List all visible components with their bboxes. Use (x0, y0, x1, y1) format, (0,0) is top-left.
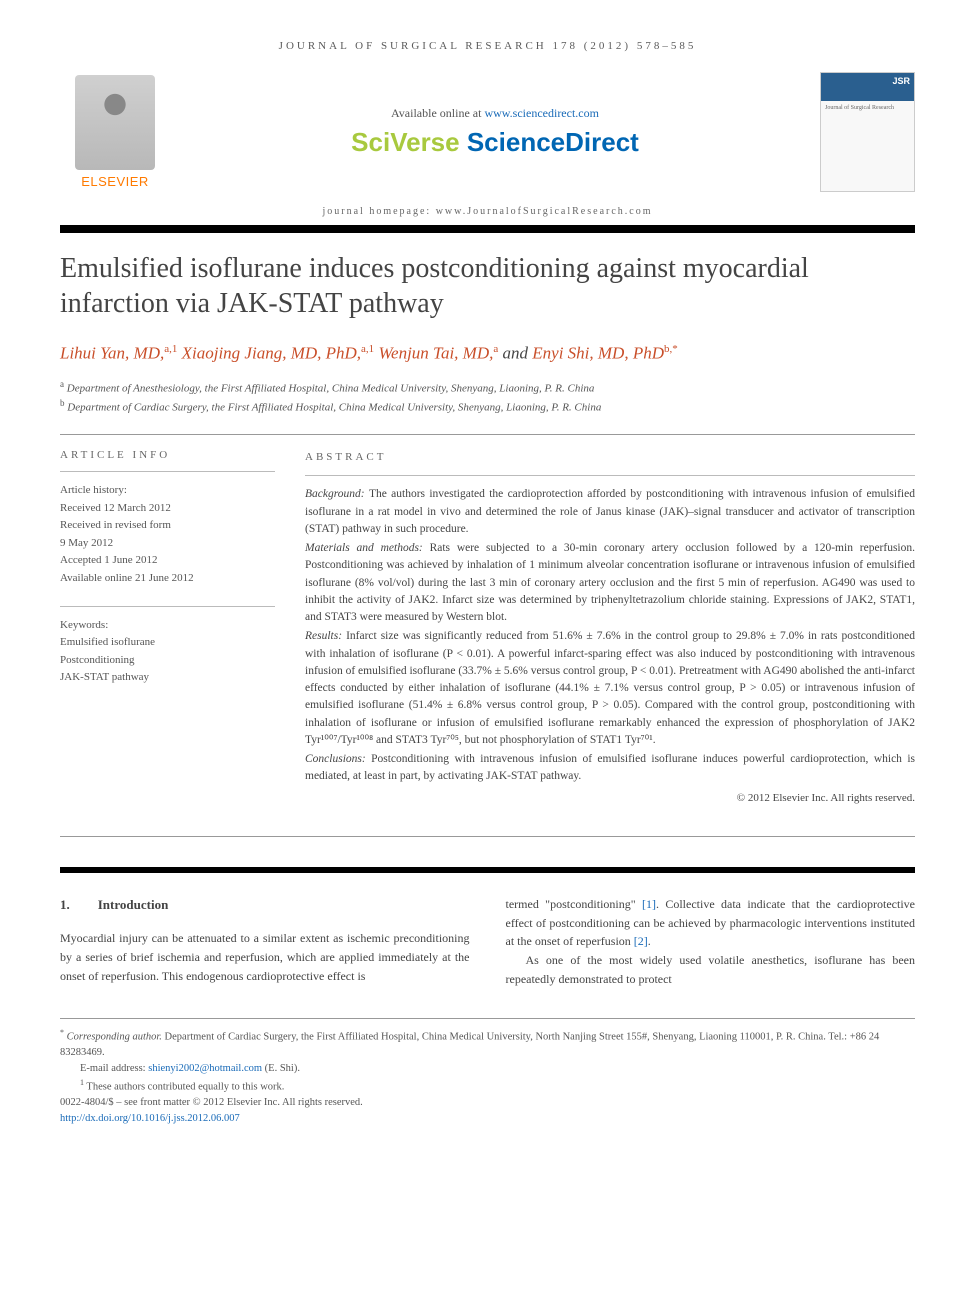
email-label: E-mail address: (80, 1063, 148, 1074)
divider-2 (60, 836, 915, 837)
bg-text: The authors investigated the cardioprote… (305, 488, 915, 535)
section-title: Introduction (98, 895, 169, 915)
abstract-heading: ABSTRACT (305, 449, 915, 466)
keywords-block: Keywords: Emulsified isoflurane Postcond… (60, 617, 275, 687)
footer-notes: * Corresponding author. Department of Ca… (60, 1018, 915, 1127)
keyword-1: Emulsified isoflurane (60, 634, 275, 652)
con-text: Postconditioning with intravenous infusi… (305, 753, 915, 782)
doi-link[interactable]: http://dx.doi.org/10.1016/j.jss.2012.06.… (60, 1113, 240, 1124)
article-title: Emulsified isoflurane induces postcondit… (60, 251, 915, 321)
revised-line2: 9 May 2012 (60, 535, 275, 553)
bg-label: Background: (305, 488, 369, 500)
email-suffix: (E. Shi). (262, 1063, 300, 1074)
author-4[interactable]: Enyi Shi, MD, PhD (532, 344, 664, 363)
banner-center: Available online at www.sciencedirect.co… (170, 106, 820, 158)
journal-cover-thumbnail: JSR Journal of Surgical Research (820, 72, 915, 192)
body-columns: 1. Introduction Myocardial injury can be… (60, 895, 915, 988)
ref-2[interactable]: [2] (634, 934, 648, 948)
keyword-3: JAK-STAT pathway (60, 669, 275, 687)
mm-label: Materials and methods: (305, 542, 430, 554)
body-right-column: termed "postconditioning" [1]. Collectiv… (506, 895, 916, 988)
abstract-results: Results: Infarct size was significantly … (305, 628, 915, 749)
received-date: Received 12 March 2012 (60, 500, 275, 518)
author-3-sup: a (493, 343, 498, 355)
author-list: Lihui Yan, MD,a,1 Xiaojing Jiang, MD, Ph… (60, 343, 915, 364)
section-1-heading: 1. Introduction (60, 895, 470, 915)
article-info-heading: ARTICLE INFO (60, 449, 275, 461)
r1a: termed "postconditioning" (506, 897, 642, 911)
homepage-url[interactable]: www.JournalofSurgicalResearch.com (436, 206, 653, 217)
email-link[interactable]: shienyi2002@hotmail.com (148, 1063, 262, 1074)
available-online-text: Available online at www.sciencedirect.co… (170, 106, 820, 121)
elsevier-label: ELSEVIER (81, 174, 149, 189)
affiliations: a Department of Anesthesiology, the Firs… (60, 378, 915, 416)
body-left-column: 1. Introduction Myocardial injury can be… (60, 895, 470, 988)
running-head: JOURNAL OF SURGICAL RESEARCH 178 (2012) … (60, 40, 915, 52)
article-history: Article history: Received 12 March 2012 … (60, 482, 275, 588)
email-line: E-mail address: shienyi2002@hotmail.com … (60, 1061, 915, 1077)
revised-line1: Received in revised form (60, 517, 275, 535)
con-label: Conclusions: (305, 753, 371, 765)
author-3[interactable]: Wenjun Tai, MD, (378, 344, 493, 363)
accepted-date: Accepted 1 June 2012 (60, 552, 275, 570)
sciverse-word2: ScienceDirect (467, 127, 639, 157)
corr-text: Department of Cardiac Surgery, the First… (60, 1032, 879, 1059)
affil-a: Department of Anesthesiology, the First … (64, 382, 594, 394)
author-2[interactable]: Xiaojing Jiang, MD, PhD, (182, 344, 361, 363)
sciverse-word1: SciVerse (351, 127, 467, 157)
author-4-sup: b,* (664, 343, 678, 355)
author-1[interactable]: Lihui Yan, MD, (60, 344, 164, 363)
homepage-prefix: journal homepage: (323, 206, 436, 217)
equal-contribution-note: 1 These authors contributed equally to t… (60, 1077, 915, 1095)
keyword-2: Postconditioning (60, 652, 275, 670)
divider (60, 434, 915, 435)
online-date: Available online 21 June 2012 (60, 570, 275, 588)
r1c: . (648, 934, 651, 948)
author-1-sup: a,1 (164, 343, 177, 355)
sciverse-logo: SciVerse ScienceDirect (170, 127, 820, 158)
author-2-sup: a,1 (361, 343, 374, 355)
abstract-rule (305, 475, 915, 476)
abstract-column: ABSTRACT Background: The authors investi… (305, 449, 915, 806)
publisher-banner: ELSEVIER Available online at www.science… (60, 72, 915, 192)
section-num: 1. (60, 895, 70, 915)
res-label: Results: (305, 630, 346, 642)
elsevier-logo-block: ELSEVIER (60, 75, 170, 189)
issn-line: 0022-4804/$ – see front matter © 2012 El… (60, 1095, 915, 1111)
affil-b: Department of Cardiac Surgery, the First… (65, 401, 602, 413)
elsevier-tree-icon (75, 75, 155, 170)
available-prefix: Available online at (391, 106, 484, 120)
info-rule-1 (60, 471, 275, 472)
author-and: and (503, 344, 533, 363)
cover-subtitle: Journal of Surgical Research (821, 101, 914, 115)
title-rule (60, 225, 915, 233)
cover-brand: JSR (821, 73, 914, 101)
body-rule (60, 867, 915, 873)
intro-para-right-2: As one of the most widely used volatile … (506, 951, 916, 988)
ref-1[interactable]: [1] (642, 897, 656, 911)
info-rule-2 (60, 606, 275, 607)
history-label: Article history: (60, 482, 275, 500)
keywords-label: Keywords: (60, 617, 275, 635)
corr-label: Corresponding author. (64, 1032, 165, 1043)
info-abstract-row: ARTICLE INFO Article history: Received 1… (60, 449, 915, 806)
intro-para-right-1: termed "postconditioning" [1]. Collectiv… (506, 895, 916, 951)
article-info-column: ARTICLE INFO Article history: Received 1… (60, 449, 275, 806)
mm-text: Rats were subjected to a 30-min coronary… (305, 542, 915, 623)
intro-para-left: Myocardial injury can be attenuated to a… (60, 929, 470, 985)
abstract-copyright: © 2012 Elsevier Inc. All rights reserved… (305, 790, 915, 807)
abstract-methods: Materials and methods: Rats were subject… (305, 540, 915, 626)
note1-text: These authors contributed equally to thi… (84, 1081, 284, 1092)
abstract-background: Background: The authors investigated the… (305, 486, 915, 538)
corresponding-author: * Corresponding author. Department of Ca… (60, 1027, 915, 1061)
sciencedirect-link[interactable]: www.sciencedirect.com (484, 106, 599, 120)
journal-homepage-line: journal homepage: www.JournalofSurgicalR… (60, 206, 915, 217)
abstract-conclusions: Conclusions: Postconditioning with intra… (305, 751, 915, 786)
res-text: Infarct size was significantly reduced f… (305, 630, 915, 746)
